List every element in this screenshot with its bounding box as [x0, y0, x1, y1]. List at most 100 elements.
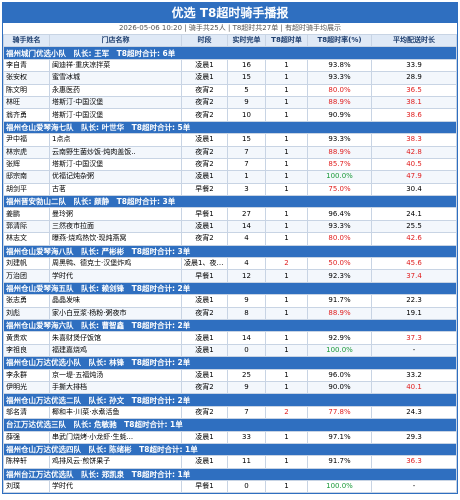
cell: 2: [265, 257, 308, 271]
cell: 88.9%: [307, 145, 372, 159]
cell: 朱喜财煲仔饭馆: [49, 331, 182, 345]
cell: 88.9%: [307, 306, 372, 321]
column-header: 实时完单: [227, 33, 266, 48]
cell: 1: [265, 269, 308, 283]
cell: 早餐1: [181, 480, 228, 494]
cell: 33: [227, 430, 266, 444]
cell: 33.9: [371, 58, 457, 73]
rider-row: 胡剑平 古茗 早餐2 3 1 75.0% 30.4: [3, 182, 457, 197]
cell: 1: [265, 157, 308, 172]
cell: 7: [227, 405, 266, 420]
group-row: 福州仓山万达优选小队 队长: 林锋 T8超时合计: 2单: [3, 356, 457, 370]
cell: 蜜雪冰城: [49, 71, 182, 85]
cell: 塔斯汀·中国汉堡: [49, 108, 182, 122]
cell: 伊明光: [3, 380, 50, 395]
cell: 1: [265, 306, 308, 321]
cell: 1: [265, 430, 308, 444]
cell: 15: [227, 133, 266, 147]
group-title: 福州仓山爱琴海八队 队长: 严彬彬 T8超时合计: 3单: [3, 244, 457, 259]
cell: 曝燕·烧鸡热饮·现炖燕窝: [49, 232, 182, 246]
cell: 93.3%: [307, 71, 372, 85]
cell: 1: [227, 170, 266, 184]
cell: 张安权: [3, 71, 50, 85]
cell: 1: [265, 108, 308, 122]
cell: 1: [265, 343, 308, 358]
cell: 37.4: [371, 269, 457, 283]
cell: 85.7%: [307, 157, 372, 172]
cell: 邬名清: [3, 405, 50, 420]
cell: 塔斯汀·中国汉堡: [49, 157, 182, 172]
cell: 永惠医药: [49, 83, 182, 97]
group-row: 福州仓山爱琴海五队 队长: 赖剑锋 T8超时合计: 2单: [3, 281, 457, 296]
cell: 早餐1: [181, 269, 228, 283]
cell: 50.0%: [307, 257, 372, 271]
subtitle: 2026-05-06 10:20 | 骑手共25人 | T8超时共27单 | 有…: [118, 24, 342, 32]
cell: 25: [227, 368, 266, 382]
cell: 9: [227, 95, 266, 110]
rider-row: 翁齐勇 塔斯汀·中国汉堡 夜宵2 10 1 90.9% 38.6: [3, 108, 457, 122]
cell: 29.3: [371, 430, 457, 444]
group-row: 福州仓山万达优选四队 队长: 陈绪彬 T8超时合计: 1单: [3, 442, 457, 457]
cell: 37.3: [371, 331, 457, 345]
cell: 林志文: [3, 232, 50, 246]
cell: 凌晨1: [181, 219, 228, 234]
cell: 0: [227, 343, 266, 358]
group-title: 福州仓山爱琴海五队 队长: 赖剑锋 T8超时合计: 2单: [3, 281, 457, 296]
cell: 40.1: [371, 380, 457, 395]
cell: 夜宵2: [181, 306, 228, 321]
cell: 24.1: [371, 207, 457, 221]
cell: 薛强: [3, 430, 50, 444]
group-title: 福州仓山爱琴海七队 队长: 叶世华 T8超时合计: 5单: [3, 120, 457, 135]
cell: 凌晨1: [181, 71, 228, 85]
cell: 33.2: [371, 368, 457, 382]
rider-row: 林宗虎 云南野生菌炒饭·炖肉盖饭.. 夜宵2 7 1 88.9% 42.8: [3, 145, 457, 159]
cell: 75.0%: [307, 182, 372, 197]
cell: 90.0%: [307, 380, 372, 395]
cell: 92.9%: [307, 331, 372, 345]
cell: 陈梓轩: [3, 455, 50, 469]
rider-row: 陈梓轩 鸡排风云·煎饼果子 凌晨1 11 1 91.7% 36.3: [3, 455, 457, 469]
group-title: 福州仓山万达优选四队 队长: 陈绪彬 T8超时合计: 1单: [3, 442, 457, 457]
group-row: 台江万达优选三队 队长: 危敏驰 T8超时合计: 1单: [3, 418, 457, 432]
cell: 91.7%: [307, 455, 372, 469]
cell: 1: [265, 133, 308, 147]
group-title: 福州仓山爱琴海六队 队长: 曹智鑫 T8超时合计: 2单: [3, 318, 457, 333]
group-row: 福州仓山万达优选二队 队长: 孙文 T8超时合计: 2单: [3, 393, 457, 407]
cell: 1: [265, 455, 308, 469]
cell: 16: [227, 58, 266, 73]
cell: 30.4: [371, 182, 457, 197]
header-row: 骑手姓名 门店名称 时段 实时完单 T8超时单 T8超时率(%) 平均配送时长: [3, 33, 457, 48]
cell: 1: [265, 71, 308, 85]
cell: 4: [227, 257, 266, 271]
cell: 翁齐勇: [3, 108, 50, 122]
cell: 福建嘉烧鸡: [49, 343, 182, 358]
cell: 凌晨1、夜宵2: [181, 257, 228, 271]
rider-row: 刘建帆 周黑鸭、德克士·汉堡炸鸡 凌晨1、夜宵2 4 2 50.0% 45.6: [3, 257, 457, 271]
cell: 36.5: [371, 83, 457, 97]
cell: 90.9%: [307, 108, 372, 122]
cell: 9: [227, 294, 266, 308]
cell: 93.3%: [307, 219, 372, 234]
cell: 古茗: [49, 182, 182, 197]
group-row: 福州仓山爱琴海六队 队长: 曹智鑫 T8超时合计: 2单: [3, 318, 457, 333]
group-title: 福州晋安勃山二队 队长: 颜静 T8超时合计: 3单: [3, 195, 457, 209]
cell: 88.9%: [307, 95, 372, 110]
rider-row: 张志勇 晶晶发味 凌晨1 9 1 91.7% 22.3: [3, 294, 457, 308]
cell: 3: [227, 182, 266, 197]
cell: 5: [227, 83, 266, 97]
cell: 15: [227, 71, 266, 85]
cell: 9: [227, 380, 266, 395]
cell: 刘建帆: [3, 257, 50, 271]
cell: 夜宵2: [181, 108, 228, 122]
cell: 晶晶发味: [49, 294, 182, 308]
rider-row: 刘璞 学时代 早餐1 0 1 100.0% -: [3, 480, 457, 494]
rider-row: 陈文明 永惠医药 夜宵2 5 1 80.0% 36.5: [3, 83, 457, 97]
cell: 凌晨1: [181, 58, 228, 73]
group-title: 福州仓山万达优选二队 队长: 孙文 T8超时合计: 2单: [3, 393, 457, 407]
cell: 夜宵2: [181, 157, 228, 172]
cell: 8: [227, 306, 266, 321]
cell: 姜鹏: [3, 207, 50, 221]
cell: 1: [265, 207, 308, 221]
cell: 27: [227, 207, 266, 221]
cell: 10: [227, 108, 266, 122]
